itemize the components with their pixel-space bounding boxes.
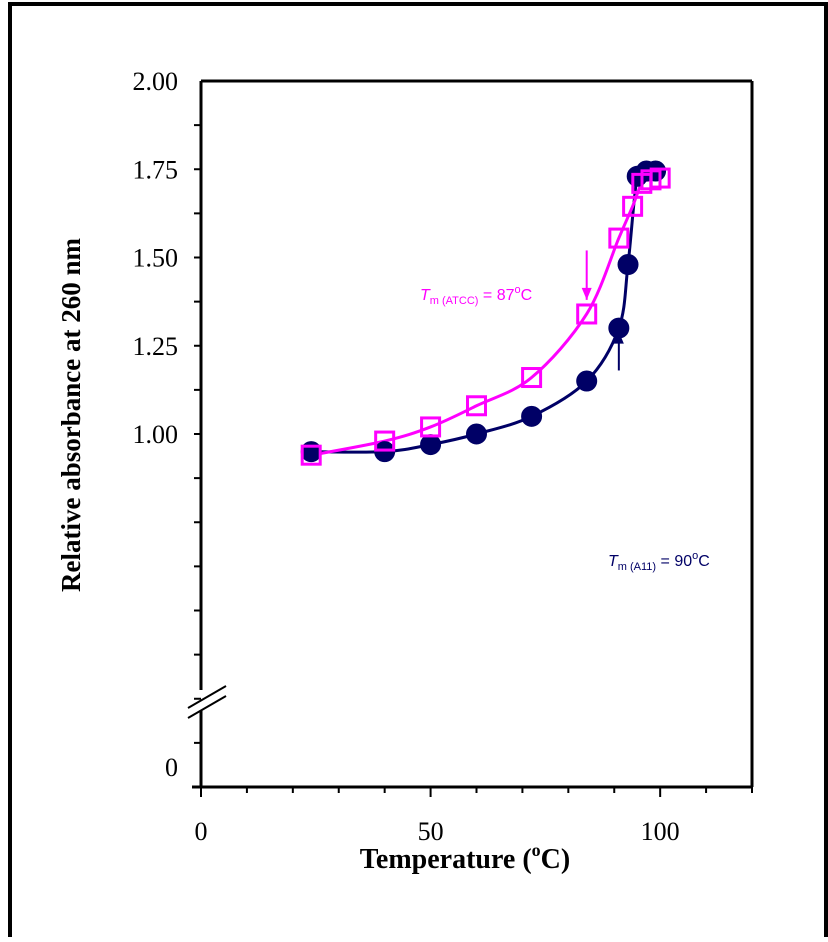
outer-border (8, 2, 828, 942)
annotation-arrow-head (613, 331, 624, 344)
y-tick-label: 1.50 (133, 244, 179, 273)
data-point-circle (521, 405, 543, 427)
data-point-square (300, 444, 322, 466)
tick-labels: 0 50 100 0 1.00 1.25 1.50 1.75 2.00 (133, 67, 680, 846)
data-point-circle (300, 441, 322, 463)
y-tick-label: 0 (165, 753, 178, 782)
y-tick-label: 1.75 (133, 155, 179, 184)
data-point-square (576, 303, 598, 325)
data-point-square (521, 367, 543, 389)
y-tick-label: 1.25 (133, 332, 179, 361)
series-markers (300, 160, 671, 466)
data-point-square (374, 430, 396, 452)
data-point-circle (466, 423, 487, 445)
series-line (311, 166, 656, 454)
x-tick-label: 50 (418, 817, 444, 846)
annotation-arrow-head (581, 287, 592, 300)
data-point-circle (420, 434, 442, 456)
x-axis-title: Temperature (oC) (360, 840, 570, 875)
data-point-circle (576, 370, 598, 392)
x-tick-label: 0 (195, 817, 208, 846)
y-axis-title: Relative absorbance at 260 nm (56, 238, 86, 592)
data-point-square (608, 227, 630, 249)
annotation-atcc: Tm (ATCC) = 87oC (420, 284, 532, 307)
data-point-circle (617, 254, 639, 276)
y-tick-label: 1.00 (133, 420, 179, 449)
axis-break (187, 685, 227, 719)
annotations: Tm (ATCC) = 87oC Tm (A11) = 90oC (420, 250, 710, 573)
x-tick-label: 100 (641, 817, 680, 846)
data-point-circle (374, 441, 396, 463)
axis-ticks (194, 124, 753, 797)
data-point-square (420, 416, 442, 438)
data-point-square (466, 395, 487, 417)
y-tick-label: 2.00 (133, 67, 179, 96)
annotation-a11: Tm (A11) = 90oC (608, 550, 710, 573)
data-point-square (649, 167, 671, 189)
data-point-square (622, 195, 644, 217)
